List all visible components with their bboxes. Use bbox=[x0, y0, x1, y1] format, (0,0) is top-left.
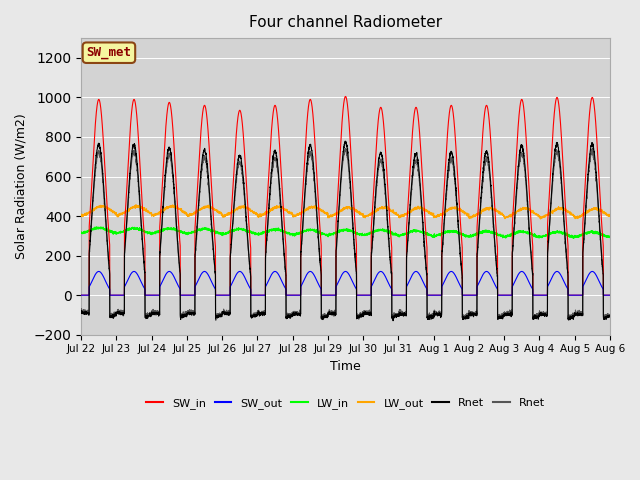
X-axis label: Time: Time bbox=[330, 360, 361, 373]
Title: Four channel Radiometer: Four channel Radiometer bbox=[249, 15, 442, 30]
Text: SW_met: SW_met bbox=[86, 46, 131, 59]
Legend: SW_in, SW_out, LW_in, LW_out, Rnet, Rnet: SW_in, SW_out, LW_in, LW_out, Rnet, Rnet bbox=[142, 394, 549, 413]
Y-axis label: Solar Radiation (W/m2): Solar Radiation (W/m2) bbox=[15, 114, 28, 259]
